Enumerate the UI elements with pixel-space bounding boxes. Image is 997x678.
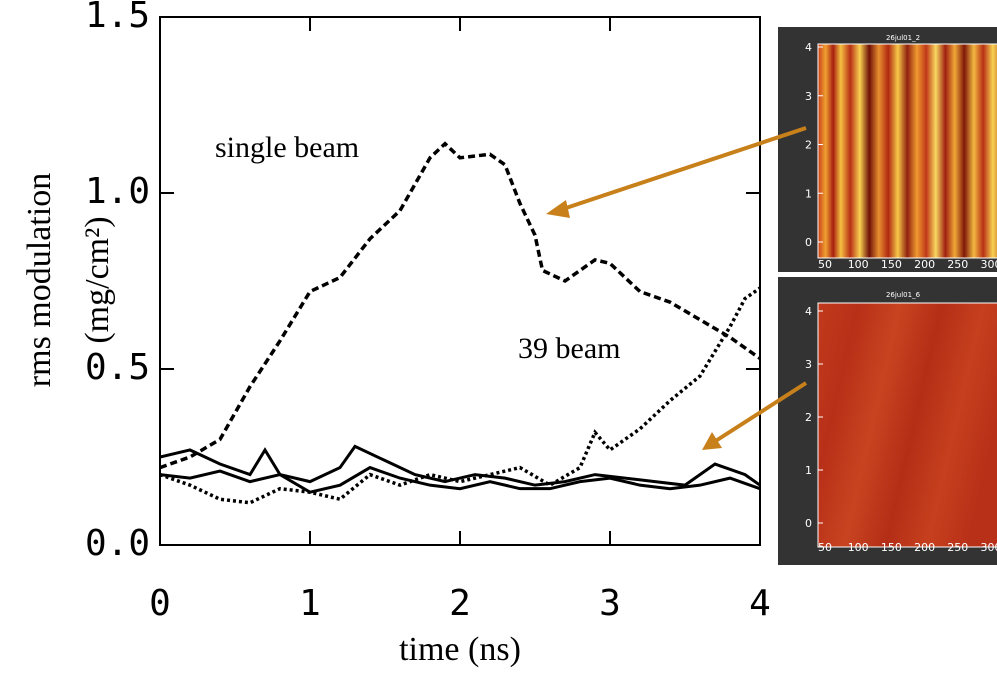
inset-y-tick-label: 0 [805, 236, 812, 249]
plot-area [160, 141, 760, 505]
inset-y-tick-label: 1 [805, 187, 812, 200]
series-line [160, 141, 760, 470]
inset-x-tick-label: 100 [848, 541, 869, 554]
inset-heatmap [817, 43, 997, 259]
inset-y-tick-label: 2 [805, 139, 812, 152]
x-axis-label: time (ns) [399, 631, 521, 668]
plot-frame [159, 16, 761, 546]
arrow [559, 126, 807, 212]
y-tick-label: 0.5 [85, 347, 150, 388]
inset-y-tick-label: 1 [805, 464, 812, 477]
arrow [712, 381, 808, 444]
x-tick-label: 3 [599, 583, 621, 624]
inset-y-tick-label: 4 [805, 305, 812, 318]
inset-x-tick-label: 150 [881, 258, 902, 271]
x-tick-label: 2 [449, 583, 471, 624]
inset-x-tick-label: 250 [947, 541, 968, 554]
inset-x-tick-label: 200 [914, 541, 935, 554]
inset-y-tick-label: 3 [805, 90, 812, 103]
inset-y-tick-label: 3 [805, 358, 812, 371]
inset-x-tick-label: 300 [981, 258, 997, 271]
y-axis-label: rms modulation [21, 173, 58, 387]
inset-x-tick-label: 200 [914, 258, 935, 271]
series-line [160, 465, 760, 494]
inset-x-tick-label: 250 [947, 258, 968, 271]
inset-x-tick-label: 50 [818, 258, 832, 271]
series-label: single beam [215, 131, 359, 164]
series-line [160, 444, 760, 487]
x-tick-label: 4 [749, 583, 771, 624]
arrow-head [702, 432, 722, 450]
inset-x-tick-label: 50 [818, 541, 832, 554]
series-label: 39 beam [518, 332, 620, 365]
inset-x-tick-label: 300 [981, 541, 997, 554]
x-tick-label: 1 [299, 583, 321, 624]
y-axis-label: (mg/cm²) [79, 216, 116, 343]
inset-x-tick-label: 100 [848, 258, 869, 271]
inset-title: 26jul01_6 [886, 291, 921, 299]
y-tick-label: 0.0 [85, 523, 150, 564]
series-line [160, 286, 760, 505]
inset-y-tick-label: 0 [805, 517, 812, 530]
inset-y-tick-label: 4 [805, 41, 812, 54]
x-tick-label: 0 [149, 583, 171, 624]
y-tick-label: 1.0 [85, 171, 150, 212]
inset-y-tick-label: 2 [805, 411, 812, 424]
inset-title: 26jul01_2 [886, 34, 920, 42]
inset-x-tick-label: 150 [881, 541, 902, 554]
inset-heatmap [817, 302, 997, 548]
y-tick-label: 1.5 [85, 0, 150, 36]
arrow-head [546, 200, 570, 218]
